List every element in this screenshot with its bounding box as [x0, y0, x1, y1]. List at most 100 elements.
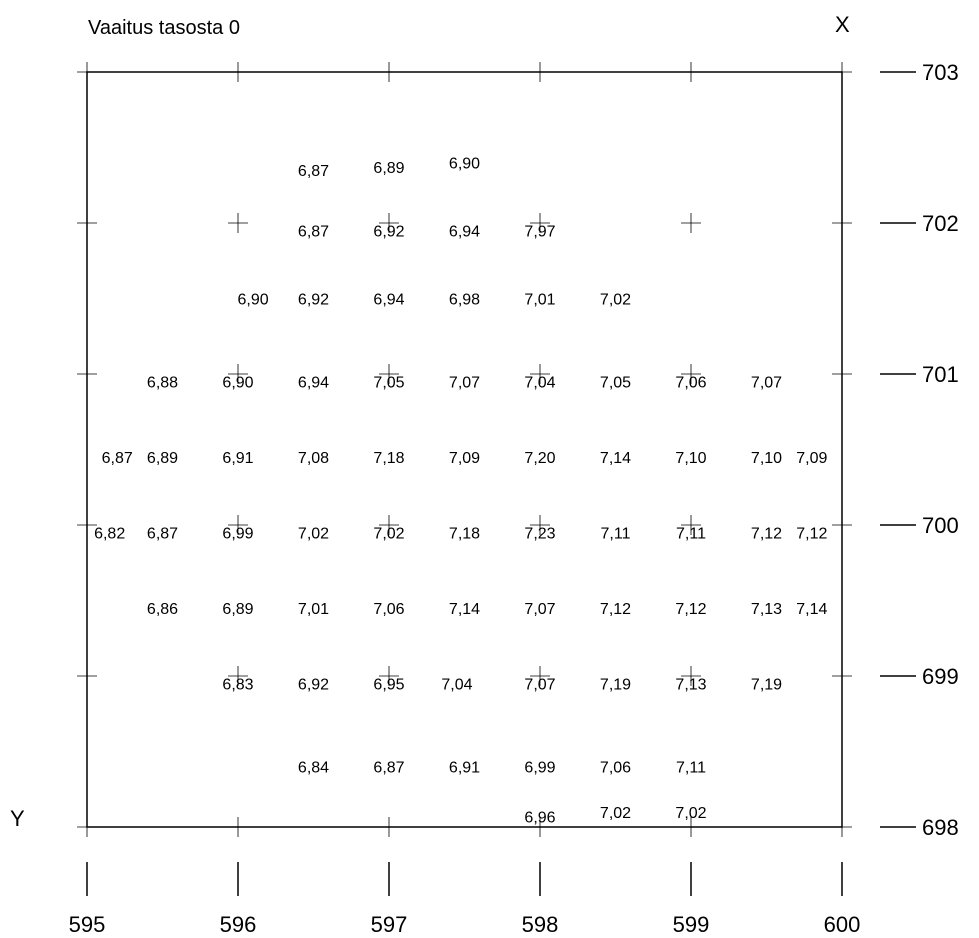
elevation-label: 6,99: [524, 760, 555, 777]
grid-cross: [77, 515, 97, 535]
x-tick-label: 599: [673, 912, 710, 937]
elevation-label: 7,02: [600, 292, 631, 309]
diagram-title: Vaaitus tasosta 0: [88, 17, 240, 39]
x-tick-label: 598: [522, 912, 559, 937]
elevation-label: 6,94: [449, 224, 480, 241]
elevation-label: 7,19: [600, 677, 631, 694]
elevation-label: 7,04: [441, 677, 472, 694]
x-axis-letter: X: [835, 12, 850, 37]
y-tick-label: 701: [922, 362, 959, 387]
grid-cross: [681, 364, 701, 384]
x-tick-label: 595: [69, 912, 106, 937]
grid-cross: [77, 364, 97, 384]
elevation-label: 7,02: [298, 526, 329, 543]
elevation-label: 7,07: [751, 375, 782, 392]
x-tick-label: 596: [220, 912, 257, 937]
grid-crosses: [77, 62, 852, 837]
elevation-label: 6,96: [524, 809, 555, 826]
elevation-label: 7,07: [524, 677, 555, 694]
grid-cross: [228, 62, 248, 82]
grid-cross: [228, 364, 248, 384]
grid-cross: [379, 817, 399, 837]
grid-cross: [681, 817, 701, 837]
elevation-label: 6,90: [449, 156, 480, 173]
grid-cross: [832, 817, 852, 837]
elevation-label: 7,12: [600, 601, 631, 618]
grid-cross: [681, 515, 701, 535]
elevation-label: 7,11: [676, 760, 706, 777]
elevation-label: 7,09: [449, 450, 480, 467]
grid-cross: [832, 62, 852, 82]
elevation-label: 7,13: [751, 601, 782, 618]
grid-cross: [228, 666, 248, 686]
elevation-label: 7,09: [796, 450, 827, 467]
elevation-label: 7,13: [675, 677, 706, 694]
elevation-points: 6,87 6,89 6,90 6,87 6,92 6,94 7,97 6,90 6,92 6,94…: [94, 156, 827, 827]
elevation-label: 7,12: [796, 526, 827, 543]
y-axis-letter: Y: [10, 806, 25, 831]
elevation-label: 6,92: [298, 677, 329, 694]
elevation-label: 6,86: [147, 601, 178, 618]
grid-cross: [832, 364, 852, 384]
elevation-label: 6,98: [449, 292, 480, 309]
grid-cross: [379, 364, 399, 384]
grid-cross: [379, 666, 399, 686]
elevation-label: 6,91: [222, 450, 253, 467]
elevation-label: 6,84: [298, 760, 329, 777]
elevation-label: 6,99: [222, 526, 253, 543]
grid-cross: [379, 515, 399, 535]
elevation-label: 6,87: [373, 760, 404, 777]
grid-cross: [530, 817, 550, 837]
elevation-label: 7,18: [449, 526, 480, 543]
grid-cross: [530, 364, 550, 384]
grid-cross: [832, 666, 852, 686]
y-tick-label: 698: [922, 815, 959, 840]
elevation-label: 6,82: [94, 526, 125, 543]
grid-cross: [681, 62, 701, 82]
elevation-label: 7,10: [675, 450, 706, 467]
elevation-label: 7,06: [675, 375, 706, 392]
elevation-label: 7,12: [751, 526, 782, 543]
elevation-label: 6,87: [147, 526, 178, 543]
plot-frame: [86, 71, 843, 828]
elevation-label: 7,14: [600, 450, 631, 467]
elevation-label: 7,12: [675, 601, 706, 618]
x-tick-label: 600: [824, 912, 861, 937]
grid-cross: [228, 817, 248, 837]
elevation-label: 7,14: [449, 601, 480, 618]
y-axis-ticks: 703 702 701 700 699 698: [880, 60, 959, 840]
elevation-label: 6,94: [373, 292, 404, 309]
grid-cross: [228, 213, 248, 233]
elevation-label: 6,87: [298, 224, 329, 241]
grid-cross: [530, 515, 550, 535]
x-axis-ticks: 595 596 597 598 599 600: [69, 862, 861, 937]
elevation-label: 7,02: [373, 526, 404, 543]
elevation-label: 6,89: [373, 160, 404, 177]
elevation-label: 6,92: [298, 292, 329, 309]
grid-cross: [77, 62, 97, 82]
elevation-label: 6,89: [147, 450, 178, 467]
elevation-label: 6,90: [238, 292, 269, 309]
elevation-label: 7,07: [524, 601, 555, 618]
elevation-label: 7,23: [524, 526, 555, 543]
grid-cross: [681, 213, 701, 233]
elevation-label: 7,19: [751, 677, 782, 694]
elevation-label: 7,10: [751, 450, 782, 467]
grid-cross: [681, 666, 701, 686]
grid-cross: [530, 666, 550, 686]
elevation-label: 6,91: [449, 760, 480, 777]
elevation-label: 6,95: [373, 677, 404, 694]
elevation-label: 6,94: [298, 375, 329, 392]
elevation-label: 7,05: [373, 375, 404, 392]
elevation-label: 6,92: [373, 224, 404, 241]
grid-cross: [530, 213, 550, 233]
x-tick-label: 597: [371, 912, 408, 937]
y-tick-label: 703: [922, 60, 959, 85]
elevation-label: 7,06: [600, 760, 631, 777]
elevation-label: 7,08: [298, 450, 329, 467]
elevation-label: 7,02: [675, 805, 706, 822]
grid-cross: [530, 62, 550, 82]
grid-cross: [832, 515, 852, 535]
y-tick-label: 702: [922, 211, 959, 236]
